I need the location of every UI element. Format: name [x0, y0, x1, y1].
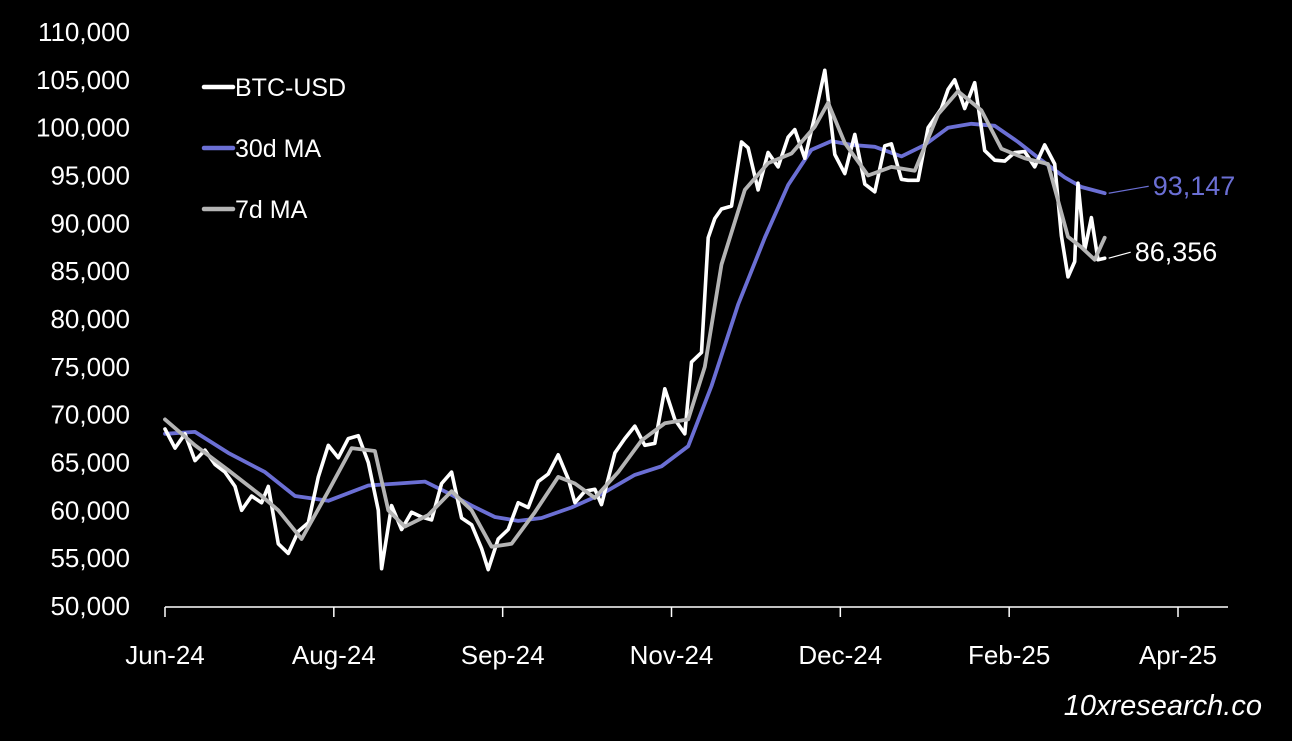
y-tick-label: 60,000: [50, 495, 130, 525]
y-tick-label: 80,000: [50, 304, 130, 334]
y-tick-label: 100,000: [36, 113, 130, 143]
x-tick-label: Sep-24: [461, 640, 545, 670]
legend-label: 30d MA: [235, 135, 321, 163]
y-tick-label: 50,000: [50, 591, 130, 621]
legend-label: BTC-USD: [235, 74, 346, 102]
y-tick-label: 75,000: [50, 352, 130, 382]
x-axis-ticks: Jun-24 Aug-24 Sep-24 Nov-24 Dec-24 Feb-25 Apr-…: [125, 607, 1217, 670]
end-value-label: 93,147: [1153, 171, 1236, 201]
series-lines: [163, 68, 1107, 572]
series-line-30d-ma: [163, 121, 1107, 523]
y-tick-label: 70,000: [50, 400, 130, 430]
x-tick-label: Dec-24: [798, 640, 882, 670]
x-tick-label: Apr-25: [1139, 640, 1217, 670]
series-line-btc-usd: [163, 68, 1107, 572]
x-tick-label: Nov-24: [630, 640, 714, 670]
y-tick-label: 55,000: [50, 543, 130, 573]
y-tick-label: 95,000: [50, 161, 130, 191]
legend-label: 7d MA: [235, 196, 308, 224]
series-line-7d-ma: [163, 89, 1107, 549]
annotation-leader-line: [1108, 185, 1149, 194]
watermark-text: 10xresearch.co: [1064, 690, 1262, 722]
y-tick-label: 110,000: [38, 17, 130, 47]
end-value-annotations: 93,147 86,356: [1108, 171, 1236, 267]
y-tick-label: 105,000: [36, 65, 130, 95]
x-tick-label: Aug-24: [292, 640, 376, 670]
y-tick-label: 90,000: [50, 208, 130, 238]
y-tick-label: 85,000: [50, 256, 130, 286]
x-tick-label: Feb-25: [968, 640, 1050, 670]
legend: BTC-USD 30d MA 7d MA: [201, 74, 346, 224]
y-tick-label: 65,000: [50, 448, 130, 478]
annotation-leader-line: [1108, 251, 1131, 259]
end-value-label: 86,356: [1135, 237, 1218, 267]
x-tick-label: Jun-24: [125, 640, 205, 670]
y-axis-tick-labels: 50,000 55,000 60,000 65,000 70,000 75,000 80,0…: [36, 17, 130, 621]
